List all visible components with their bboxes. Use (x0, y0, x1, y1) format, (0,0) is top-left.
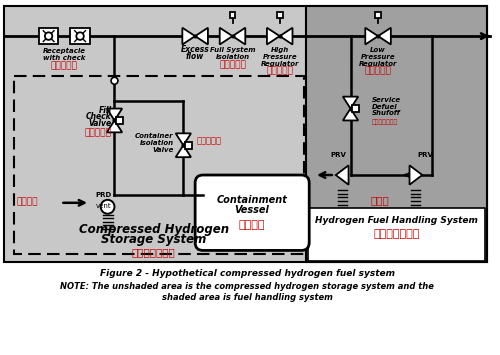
Text: Fill: Fill (98, 105, 112, 115)
Polygon shape (232, 28, 245, 44)
Text: 储氢容器: 储氢容器 (239, 220, 266, 230)
Text: Storage System: Storage System (101, 234, 206, 246)
Bar (230, 12, 235, 18)
Text: Service: Service (372, 97, 402, 103)
Circle shape (45, 32, 52, 40)
Text: 泄压装置: 泄压装置 (16, 198, 38, 207)
Polygon shape (195, 28, 208, 44)
Text: Check: Check (86, 113, 112, 121)
Text: PRD: PRD (96, 192, 112, 198)
Bar (375, 12, 381, 18)
Text: Regulator: Regulator (359, 61, 398, 67)
Bar (116, 117, 123, 124)
Text: shaded area is fuel handling system: shaded area is fuel handling system (162, 293, 332, 302)
Polygon shape (176, 133, 191, 145)
Text: Pressure: Pressure (360, 54, 396, 60)
Text: Containment: Containment (216, 195, 288, 205)
Text: NOTE: The unshaded area is the compressed hydrogen storage system and the: NOTE: The unshaded area is the compresse… (60, 282, 434, 291)
Text: Isolation: Isolation (140, 140, 173, 146)
Text: vent: vent (96, 203, 112, 209)
Circle shape (111, 77, 118, 84)
Bar (39, 28, 58, 44)
Polygon shape (220, 28, 232, 44)
Text: Receptacle: Receptacle (43, 48, 86, 54)
Text: 值班泵压截止阀: 值班泵压截止阀 (372, 120, 398, 125)
Polygon shape (378, 28, 391, 44)
Polygon shape (176, 145, 191, 157)
Text: 加注止回阀: 加注止回阀 (51, 61, 78, 70)
Text: Vessel: Vessel (234, 205, 270, 215)
Bar (277, 12, 282, 18)
Text: Pressure: Pressure (262, 54, 297, 60)
Text: Container: Container (135, 133, 173, 139)
Polygon shape (182, 28, 195, 44)
Polygon shape (366, 28, 378, 44)
Text: Excess: Excess (181, 45, 210, 54)
Text: with check: with check (43, 55, 86, 61)
Text: High: High (270, 47, 289, 53)
Bar (306, 6, 487, 262)
Circle shape (76, 32, 84, 40)
Text: 系统截止阀: 系统截止阀 (219, 60, 246, 69)
Text: 容器截止阀: 容器截止阀 (196, 136, 221, 145)
Text: Full System: Full System (210, 47, 256, 53)
Text: flow: flow (186, 52, 204, 61)
Bar (70, 28, 90, 44)
Text: 低压调节器: 低压调节器 (364, 67, 392, 76)
Text: Valve: Valve (88, 119, 112, 129)
Text: Defuel: Defuel (372, 104, 398, 110)
Polygon shape (107, 120, 122, 132)
Text: Hydrogen Fuel Handling System: Hydrogen Fuel Handling System (316, 215, 478, 225)
Polygon shape (336, 165, 348, 185)
Text: Regulator: Regulator (260, 61, 299, 67)
Text: Compressed Hydrogen: Compressed Hydrogen (79, 223, 229, 236)
Polygon shape (343, 97, 358, 109)
Polygon shape (280, 28, 292, 44)
Text: 泄压阀: 泄压阀 (370, 195, 390, 205)
Text: Valve: Valve (152, 147, 174, 153)
Text: 氢气操作子系统: 氢气操作子系统 (374, 229, 420, 239)
Text: Figure 2 - Hypothetical compressed hydrogen fuel system: Figure 2 - Hypothetical compressed hydro… (100, 269, 395, 278)
Circle shape (100, 200, 114, 214)
Bar (4, 6, 487, 262)
Polygon shape (410, 165, 422, 185)
Text: Shufoff: Shufoff (372, 110, 401, 116)
FancyBboxPatch shape (195, 175, 309, 250)
Bar (186, 142, 192, 149)
Bar (14, 76, 304, 255)
Text: PRV: PRV (331, 152, 346, 158)
Text: 加注检查阀: 加注检查阀 (84, 129, 112, 137)
Text: PRV: PRV (418, 152, 433, 158)
Text: 高压调节器: 高压调节器 (266, 67, 293, 76)
Polygon shape (107, 109, 122, 120)
Polygon shape (343, 109, 358, 120)
Text: Low: Low (370, 47, 386, 53)
Text: 压缩氢瓶子系统: 压缩氢瓶子系统 (132, 247, 176, 257)
Bar (308, 208, 486, 261)
Text: Isolation: Isolation (216, 54, 250, 60)
Bar (352, 105, 360, 112)
Polygon shape (267, 28, 280, 44)
